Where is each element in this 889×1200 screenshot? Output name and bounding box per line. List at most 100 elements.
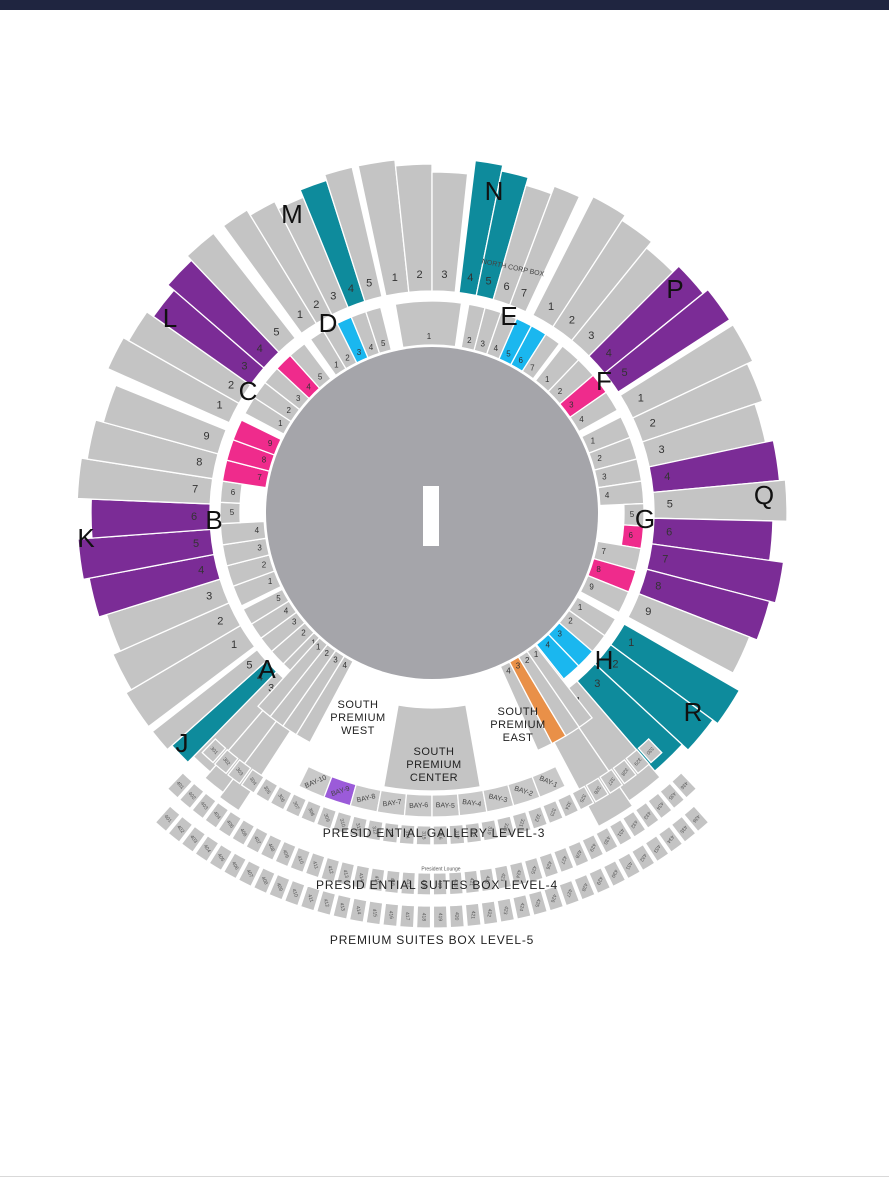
section-north-3[interactable] xyxy=(431,171,469,293)
section-south-premium-center[interactable] xyxy=(382,704,482,792)
suite-box-411[interactable] xyxy=(299,884,321,912)
section-north-inner-1[interactable] xyxy=(394,300,463,349)
suite-box-435[interactable] xyxy=(670,815,697,844)
suite-box-317[interactable] xyxy=(448,823,466,846)
section-south-premium-east-4[interactable] xyxy=(499,661,553,752)
suite-box-417[interactable] xyxy=(400,871,417,896)
suite-box-425[interactable] xyxy=(527,889,549,917)
suite-box-414[interactable] xyxy=(351,864,371,890)
suite-box-419[interactable] xyxy=(432,872,448,896)
section-n-7[interactable] xyxy=(508,185,581,313)
suite-box-429[interactable] xyxy=(581,833,605,862)
bay-bay-6[interactable] xyxy=(403,793,433,818)
section-d-5[interactable] xyxy=(364,306,393,355)
suite-box-426[interactable] xyxy=(543,884,565,912)
suite-box-424[interactable] xyxy=(508,860,529,887)
section-m-5[interactable] xyxy=(323,166,383,303)
suite-box-326[interactable] xyxy=(585,777,610,803)
suite-box-406[interactable] xyxy=(222,852,248,880)
bay-bay-9[interactable] xyxy=(323,775,357,807)
suite-box-304[interactable] xyxy=(240,768,265,795)
suite-box-413[interactable] xyxy=(332,893,352,920)
suite-box-433[interactable] xyxy=(634,801,660,830)
suite-box-418[interactable] xyxy=(415,905,432,929)
suite-box-430[interactable] xyxy=(595,826,619,854)
bay-bay-10[interactable] xyxy=(297,765,333,799)
section-b-9[interactable] xyxy=(232,419,282,456)
section-g-9[interactable] xyxy=(579,574,630,614)
suite-box-427[interactable] xyxy=(552,846,575,874)
suite-box-410[interactable] xyxy=(289,846,312,874)
suite-box-403[interactable] xyxy=(180,825,207,854)
suite-box-426[interactable] xyxy=(538,851,560,879)
suite-box-432[interactable] xyxy=(630,843,656,872)
bay-bay-4[interactable] xyxy=(456,789,488,817)
suite-box-303[interactable] xyxy=(226,758,252,785)
suite-box-402[interactable] xyxy=(167,815,194,844)
suite-box-327[interactable] xyxy=(599,768,624,795)
section-f-4[interactable] xyxy=(569,391,619,433)
suite-box-412[interactable] xyxy=(315,889,337,917)
section-south-premium-west-1[interactable] xyxy=(257,636,329,718)
suite-box-431[interactable] xyxy=(608,818,633,847)
bay-bay-1[interactable] xyxy=(531,765,567,799)
suite-box-411[interactable] xyxy=(304,851,326,879)
suite-box-436[interactable] xyxy=(682,805,710,833)
section-l-5[interactable] xyxy=(186,232,297,354)
suite-box-407[interactable] xyxy=(237,859,262,888)
suite-box-416[interactable] xyxy=(383,869,401,895)
suite-box-307[interactable] xyxy=(284,792,308,818)
suite-box-301[interactable] xyxy=(201,737,227,764)
section-p-5[interactable] xyxy=(603,288,731,393)
bay-bay-7[interactable] xyxy=(376,789,408,817)
suite-box-316[interactable] xyxy=(432,824,449,846)
suite-box-423[interactable] xyxy=(496,897,516,924)
suite-box-422[interactable] xyxy=(478,867,497,893)
suite-box-420[interactable] xyxy=(447,871,464,896)
suite-box-309[interactable] xyxy=(315,805,338,830)
suite-box-435[interactable] xyxy=(659,782,686,810)
suite-box-323[interactable] xyxy=(541,799,564,825)
suite-box-310[interactable] xyxy=(331,810,353,835)
suite-box-330[interactable] xyxy=(637,737,663,764)
suite-box-421[interactable] xyxy=(463,869,481,895)
suite-box-428[interactable] xyxy=(573,873,596,901)
suite-box-421[interactable] xyxy=(464,902,482,928)
suite-box-405[interactable] xyxy=(217,810,243,838)
suite-box-320[interactable] xyxy=(495,815,516,839)
suite-box-409[interactable] xyxy=(268,873,291,901)
bay-bay-3[interactable] xyxy=(482,783,515,813)
suite-box-404[interactable] xyxy=(194,834,220,863)
suite-box-422[interactable] xyxy=(480,900,499,926)
suite-box-424[interactable] xyxy=(512,893,532,920)
suite-box-415[interactable] xyxy=(367,867,386,893)
suite-box-401[interactable] xyxy=(166,771,194,799)
suite-box-407[interactable] xyxy=(245,826,269,854)
bay-bay-2[interactable] xyxy=(507,775,541,807)
suite-box-311[interactable] xyxy=(348,815,369,839)
suite-box-405[interactable] xyxy=(208,843,234,872)
suite-box-420[interactable] xyxy=(448,904,466,929)
suite-box-324[interactable] xyxy=(556,792,580,818)
section-e-7[interactable] xyxy=(521,333,561,380)
suite-box-429[interactable] xyxy=(588,866,612,895)
suite-box-322[interactable] xyxy=(526,805,549,830)
suite-box-314[interactable] xyxy=(398,823,416,846)
suite-box-408[interactable] xyxy=(252,866,276,895)
suite-box-436[interactable] xyxy=(670,771,698,799)
suite-box-313[interactable] xyxy=(381,821,400,844)
suite-box-417[interactable] xyxy=(398,904,416,929)
suite-box-434[interactable] xyxy=(647,792,673,820)
suite-box-415[interactable] xyxy=(365,900,384,926)
suite-box-416[interactable] xyxy=(382,902,400,928)
suite-box-325[interactable] xyxy=(571,785,595,811)
section-b-4[interactable] xyxy=(219,520,267,546)
suite-box-302[interactable] xyxy=(213,748,239,775)
section-j-5[interactable] xyxy=(151,648,268,751)
suite-box-404[interactable] xyxy=(204,801,230,830)
suite-box-419[interactable] xyxy=(432,905,449,929)
suite-box-308[interactable] xyxy=(300,799,323,825)
section-c-5[interactable] xyxy=(289,342,332,390)
suite-box-433[interactable] xyxy=(644,834,670,863)
suite-box-425[interactable] xyxy=(523,856,544,884)
